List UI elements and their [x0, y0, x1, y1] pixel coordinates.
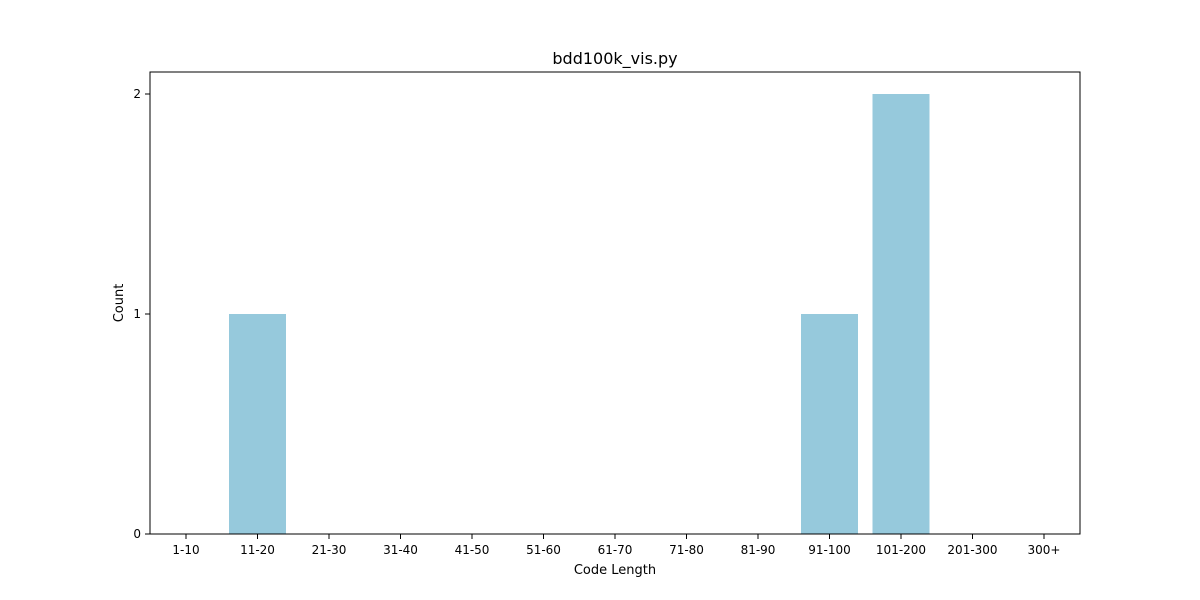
x-tick-label: 300+ — [1028, 543, 1061, 557]
y-axis-label: Count — [112, 284, 127, 323]
x-tick-label: 71-80 — [669, 543, 704, 557]
bars-group — [229, 94, 930, 534]
x-tick-label: 91-100 — [808, 543, 851, 557]
bar-11-20 — [229, 314, 286, 534]
x-tick-label: 1-10 — [172, 543, 199, 557]
x-tick-label: 61-70 — [598, 543, 633, 557]
plot-frame — [149, 71, 1081, 535]
x-tick-label: 201-300 — [947, 543, 997, 557]
y-tick-label: 2 — [133, 87, 141, 101]
x-tick-label: 101-200 — [876, 543, 926, 557]
y-tick-label: 1 — [133, 307, 141, 321]
bar-101-200 — [872, 94, 930, 534]
x-tick-label: 51-60 — [526, 543, 561, 557]
y-axis: 0 1 2 — [133, 87, 150, 541]
x-tick-label: 21-30 — [312, 543, 347, 557]
x-axis-label: Code Length — [574, 563, 656, 578]
x-tick-label: 31-40 — [383, 543, 418, 557]
y-tick-label: 0 — [133, 527, 141, 541]
x-tick-label: 41-50 — [455, 543, 490, 557]
bar-91-100 — [801, 314, 858, 534]
chart-title: bdd100k_vis.py — [552, 49, 677, 69]
x-axis: 1-10 11-20 21-30 31-40 41-50 51-60 61-70 71-80 8… — [172, 534, 1060, 557]
x-tick-label: 81-90 — [741, 543, 776, 557]
x-tick-label: 11-20 — [240, 543, 275, 557]
